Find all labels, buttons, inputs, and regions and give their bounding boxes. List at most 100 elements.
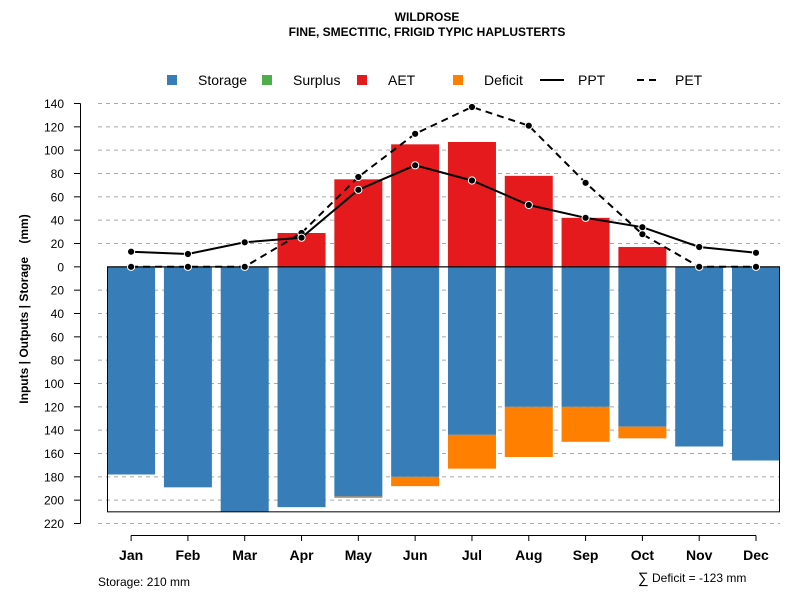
ppt-point (354, 185, 363, 194)
storage-bar (732, 266, 781, 461)
deficit-annotation: Deficit = -123 mm (652, 571, 746, 585)
pet-point (354, 172, 363, 182)
x-tick-label: Dec (743, 547, 769, 563)
y-tick-label: 140 (44, 424, 64, 438)
x-tick-label: Jul (462, 547, 482, 563)
y-tick-label: 100 (44, 377, 64, 391)
x-tick-label: Nov (686, 547, 713, 563)
y-tick-label: 40 (51, 214, 65, 228)
storage-bar (504, 266, 553, 407)
deficit-bar (504, 406, 553, 457)
ppt-point (638, 223, 647, 232)
y-tick-label: 160 (44, 447, 64, 461)
ppt-point (751, 248, 761, 257)
storage-bar (163, 266, 212, 488)
x-tick-label: Aug (515, 547, 542, 563)
aet-bar (618, 247, 667, 267)
pet-point (240, 262, 249, 271)
legend-label: Storage (198, 72, 247, 88)
storage-bar (277, 266, 326, 508)
pet-line (131, 105, 756, 268)
y-tick-label: 120 (44, 400, 64, 414)
y-tick-label: 40 (51, 307, 65, 321)
deficit-bar (618, 426, 667, 439)
pet-point (183, 262, 193, 271)
x-tick-label: Feb (175, 547, 200, 563)
deficit-bar (561, 406, 610, 442)
storage-bar (107, 266, 156, 475)
pet-point (751, 262, 761, 271)
ppt-point (240, 238, 249, 247)
legend: Storage Surplus AET Deficit PPT PET (167, 72, 703, 88)
y-tick-label: 180 (44, 470, 64, 484)
storage-bar (220, 266, 269, 512)
ppt-point (297, 233, 306, 242)
pet-point (695, 262, 704, 271)
y-axis: 1401201008060402002040608010012014016018… (44, 97, 81, 531)
y-axis-label: Inputs | Outputs | Storage (mm) (17, 214, 31, 403)
ppt-point (467, 176, 477, 185)
ppt-point (581, 213, 590, 222)
x-tick-label: Jun (403, 547, 428, 563)
legend-label: PPT (578, 72, 606, 88)
ppt-point (524, 200, 533, 210)
storage-bar (618, 266, 667, 427)
deficit-bar (391, 476, 440, 487)
x-tick-label: Jan (119, 547, 143, 563)
deficit-bar (334, 496, 383, 498)
y-tick-label: 80 (51, 354, 65, 368)
pet-point (411, 129, 420, 138)
storage-bar (334, 266, 383, 497)
y-tick-label: 60 (51, 330, 65, 344)
bars (107, 142, 781, 513)
y-tick-label: 20 (51, 284, 65, 298)
series-lines (127, 102, 761, 271)
aet-bar (504, 175, 553, 267)
pet-point (127, 262, 136, 271)
y-tick-label: 120 (44, 120, 64, 134)
deficit-symbol: ∑ (638, 570, 649, 587)
x-tick-label: Sep (573, 547, 599, 563)
storage-bar (391, 266, 440, 477)
pet-point (581, 178, 590, 187)
x-tick-label: May (345, 547, 372, 563)
ppt-point (695, 242, 704, 252)
ppt-line (131, 164, 757, 256)
storage-bar (447, 266, 496, 435)
y-tick-label: 20 (51, 237, 65, 251)
legend-label: PET (675, 72, 703, 88)
y-tick-label: 220 (44, 517, 64, 531)
ppt-point (127, 247, 136, 256)
y-tick-label: 100 (44, 144, 64, 158)
aet-bar (447, 142, 496, 267)
x-tick-label: Mar (232, 547, 257, 563)
pet-point (638, 230, 647, 239)
deficit-bar (447, 434, 496, 469)
legend-label: Deficit (484, 72, 523, 88)
chart-subtitle: FINE, SMECTITIC, FRIGID TYPIC HAPLUSTERT… (289, 25, 566, 39)
storage-bar (561, 266, 610, 407)
y-tick-label: 0 (57, 260, 64, 274)
chart-title: WILDROSE (395, 10, 460, 24)
storage-bar (675, 266, 724, 447)
y-tick-label: 60 (51, 190, 65, 204)
aet-bar (561, 217, 610, 267)
legend-swatch (167, 75, 177, 85)
y-tick-label: 200 (44, 494, 64, 508)
ppt-point (411, 161, 420, 170)
pet-point (524, 121, 533, 130)
x-tick-label: Apr (289, 547, 314, 563)
x-tick-label: Oct (631, 547, 655, 563)
legend-label: AET (388, 72, 416, 88)
legend-label: Surplus (293, 72, 340, 88)
legend-swatch (262, 75, 272, 85)
ppt-point (183, 249, 193, 259)
pet-point (467, 102, 477, 112)
x-axis: Jan Feb Mar Apr May Jun Jul Aug Sep Oct Nov Dec (119, 535, 769, 563)
legend-swatch (357, 75, 367, 85)
storage-annotation: Storage: 210 mm (98, 575, 190, 589)
y-tick-label: 80 (51, 167, 65, 181)
legend-swatch (453, 75, 463, 85)
y-tick-label: 140 (44, 97, 64, 111)
